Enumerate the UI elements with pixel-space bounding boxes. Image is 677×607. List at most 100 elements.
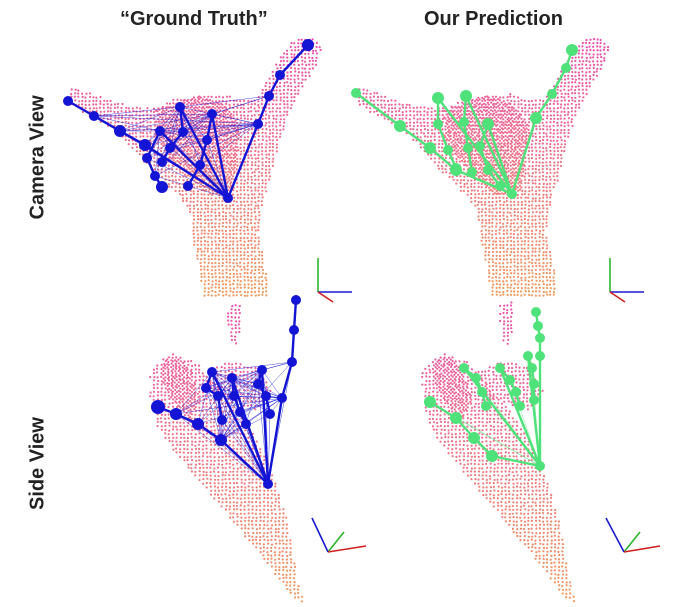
panel-ground-truth-camera-view — [63, 38, 352, 303]
joint-marker — [178, 127, 188, 137]
hand-skeleton — [63, 39, 314, 203]
joint-marker — [223, 193, 233, 203]
joint-marker — [566, 44, 578, 56]
joint-marker — [151, 400, 165, 414]
joint-marker — [263, 479, 273, 489]
point-cloud — [358, 37, 610, 297]
joint-marker — [529, 379, 539, 389]
joint-marker — [467, 167, 477, 177]
joint-marker — [302, 39, 314, 51]
joint-marker — [481, 401, 491, 411]
joint-marker — [142, 153, 152, 163]
joint-marker — [535, 461, 545, 471]
joint-marker — [432, 92, 444, 104]
joint-marker — [527, 363, 537, 373]
joint-marker — [229, 391, 239, 401]
joint-marker — [170, 408, 182, 420]
joint-marker — [471, 373, 481, 383]
joint-marker — [511, 387, 521, 397]
joint-marker — [515, 401, 525, 411]
panel-ground-truth-side-view — [149, 295, 367, 603]
joint-marker — [195, 160, 205, 170]
joint-marker — [114, 125, 126, 137]
point-cloud — [149, 304, 304, 603]
joint-marker — [192, 418, 204, 430]
axis-triad — [605, 517, 661, 553]
joint-marker — [482, 118, 494, 130]
joint-marker — [165, 143, 175, 153]
axis-triad — [317, 258, 352, 303]
hand-skeleton — [351, 44, 578, 199]
joint-marker — [351, 88, 361, 98]
joint-marker — [486, 450, 498, 462]
joint-marker — [547, 89, 557, 99]
joint-marker — [183, 181, 193, 191]
joint-marker — [241, 419, 251, 429]
joint-marker — [261, 391, 271, 401]
joint-marker — [217, 415, 227, 425]
joint-marker — [253, 119, 263, 129]
joint-marker — [277, 393, 287, 403]
joint-marker — [215, 434, 227, 446]
joint-marker — [207, 367, 217, 377]
joint-marker — [265, 409, 275, 419]
panel-prediction-side-view — [421, 301, 661, 603]
point-cloud — [421, 301, 576, 603]
column-title-prediction: Our Prediction — [424, 8, 563, 30]
joint-marker — [213, 391, 223, 401]
joint-marker — [531, 307, 541, 317]
joint-marker — [561, 63, 571, 73]
axis-triad — [609, 258, 644, 303]
joint-marker — [264, 91, 274, 101]
joint-marker — [175, 102, 185, 112]
joint-marker — [156, 181, 168, 193]
panel-prediction-camera-view — [351, 37, 644, 303]
joint-marker — [394, 120, 406, 132]
joint-marker — [507, 189, 517, 199]
joint-marker — [535, 351, 545, 361]
joint-marker — [477, 387, 487, 397]
joint-marker — [495, 363, 505, 373]
joint-marker — [257, 365, 267, 375]
joint-marker — [443, 145, 453, 155]
axis-triad — [311, 517, 367, 553]
joint-marker — [495, 181, 505, 191]
joint-marker — [460, 90, 472, 102]
joint-marker — [139, 139, 151, 151]
joint-marker — [89, 111, 99, 121]
joint-marker — [424, 142, 436, 154]
joint-marker — [235, 407, 245, 417]
joint-marker — [291, 295, 301, 305]
joint-marker — [523, 351, 533, 361]
joint-marker — [451, 163, 461, 173]
joint-marker — [450, 412, 462, 424]
joint-marker — [253, 379, 263, 389]
joint-marker — [463, 143, 473, 153]
joint-marker — [535, 333, 545, 343]
column-title-ground-truth: “Ground Truth” — [120, 8, 268, 30]
hand-skeleton — [424, 307, 545, 471]
hand-skeleton — [151, 295, 301, 489]
joint-marker — [433, 119, 443, 129]
joint-marker — [289, 325, 299, 335]
joint-marker — [424, 396, 436, 408]
joint-marker — [505, 375, 515, 385]
joint-marker — [275, 70, 285, 80]
joint-marker — [475, 141, 485, 151]
joint-marker — [530, 112, 542, 124]
joint-marker — [533, 321, 543, 331]
joint-marker — [287, 357, 297, 367]
joint-marker — [157, 157, 167, 167]
joint-marker — [227, 373, 237, 383]
joint-marker — [529, 395, 539, 405]
joint-marker — [459, 363, 469, 373]
joint-marker — [483, 165, 493, 175]
joint-marker — [150, 171, 160, 181]
joint-marker — [155, 126, 165, 136]
joint-marker — [468, 432, 480, 444]
joint-marker — [201, 383, 211, 393]
joint-marker — [459, 117, 469, 127]
joint-marker — [202, 135, 212, 145]
joint-marker — [63, 96, 73, 106]
